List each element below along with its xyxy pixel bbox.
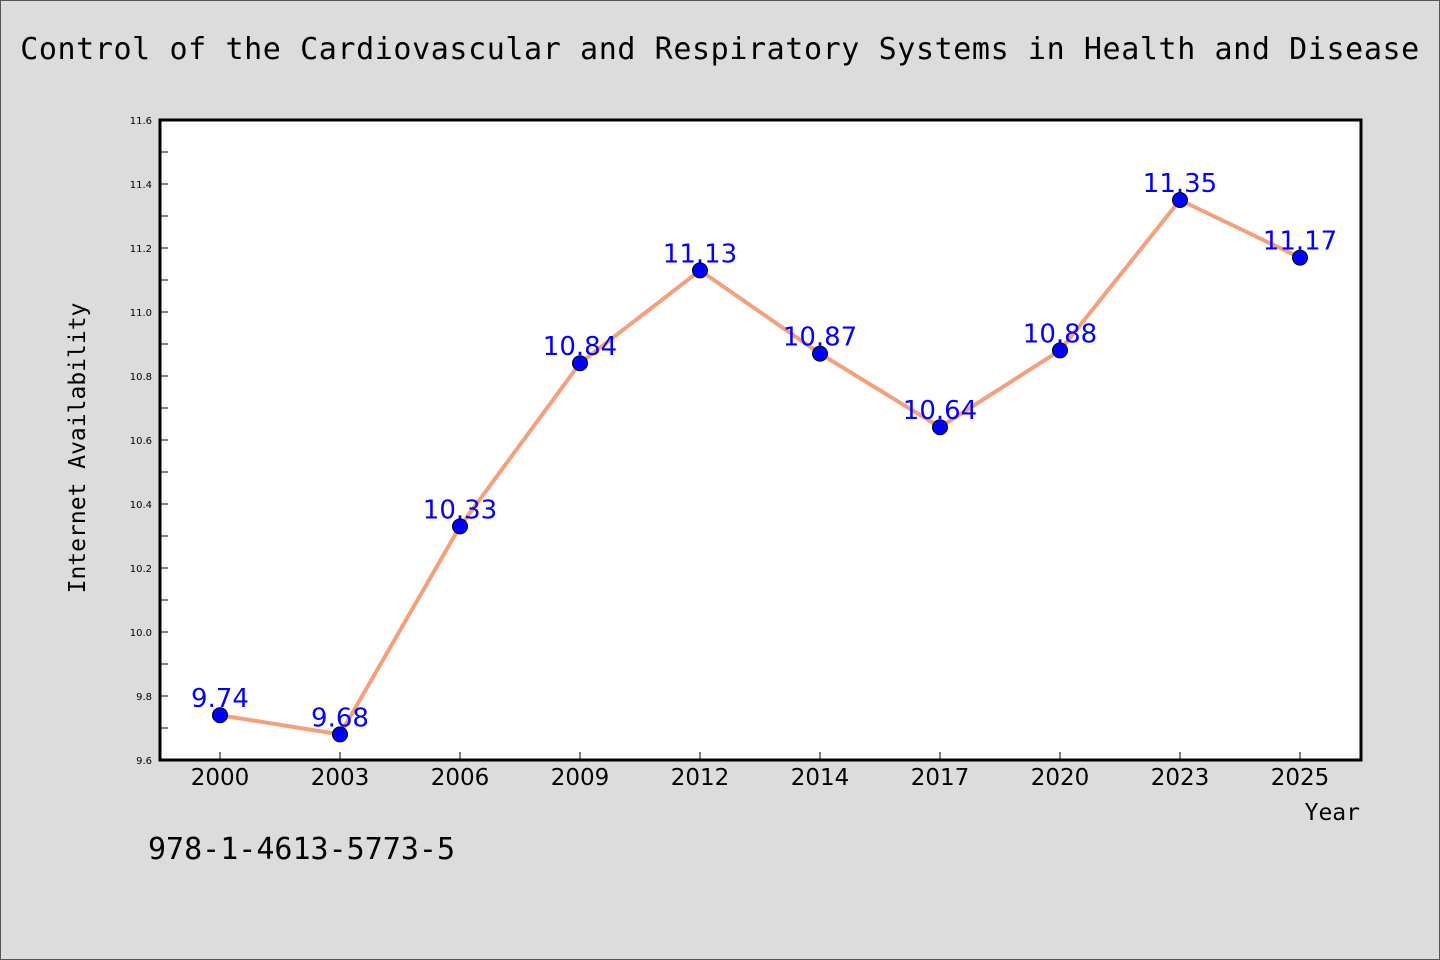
y-tick-label: 11.2: [130, 244, 152, 255]
data-label: 10.88: [1023, 319, 1097, 349]
data-point: [572, 355, 588, 372]
y-axis: 9.6 9.8 10.0 10.2 10.4 10.6 10.8 11.0 11.2 11.4 11…: [130, 116, 168, 767]
x-axis: 2000 2003 2006 2009 2012 2014 2017 2020 2023 2025: [191, 752, 1330, 791]
x-tick-label: 2023: [1151, 765, 1210, 791]
x-tick-label: 2017: [911, 765, 970, 791]
y-tick-label: 11.6: [130, 116, 152, 127]
data-point: [212, 707, 228, 724]
data-point: [1052, 342, 1068, 359]
x-tick-label: 2014: [791, 765, 850, 791]
y-tick-label: 10.2: [130, 564, 152, 575]
series-line: [218, 198, 1302, 737]
data-label: 10.87: [783, 323, 857, 353]
x-tick-label: 2000: [191, 765, 250, 791]
data-label: 9.68: [311, 703, 369, 733]
chart-title: Control of the Cardiovascular and Respir…: [20, 32, 1420, 67]
data-label: 11.35: [1143, 169, 1217, 199]
data-label: 10.84: [543, 332, 617, 362]
y-axis-title: Internet Availability: [65, 303, 91, 594]
data-point: [1292, 249, 1308, 266]
y-tick-label: 11.4: [130, 180, 152, 191]
x-tick-label: 2006: [431, 765, 490, 791]
y-tick-label: 10.8: [130, 372, 152, 383]
x-tick-label: 2020: [1031, 765, 1090, 791]
y-tick-label: 11.0: [130, 308, 152, 319]
data-point: [452, 518, 468, 535]
x-tick-label: 2003: [311, 765, 370, 791]
y-tick-label: 9.8: [136, 692, 152, 703]
x-axis-title: Year: [1305, 800, 1360, 826]
data-point: [1172, 192, 1188, 208]
data-point: [812, 345, 828, 362]
data-label: 10.64: [903, 396, 977, 426]
data-point: [692, 262, 708, 279]
plot-area: [158, 118, 1363, 762]
data-label: 11.13: [663, 239, 737, 269]
x-tick-label: 2012: [671, 765, 730, 791]
y-tick-label: 9.6: [136, 756, 152, 767]
series-layer: [212, 192, 1308, 743]
x-tick-label: 2009: [551, 765, 610, 791]
data-label: 10.33: [423, 495, 497, 525]
y-tick-label: 10.6: [130, 436, 152, 447]
data-point: [932, 419, 948, 436]
data-labels: 9.74 9.68 10.33 10.84 11.13 10.87 10.64 10.88 11…: [191, 169, 1337, 733]
data-label: 9.74: [191, 684, 249, 714]
data-point: [332, 726, 348, 743]
isbn-text: 978-1-4613-5773-5: [148, 832, 456, 867]
x-tick-label: 2025: [1271, 765, 1330, 791]
y-tick-label: 10.0: [130, 628, 152, 639]
y-tick-label: 10.4: [130, 500, 152, 511]
data-label: 11.17: [1263, 227, 1337, 257]
